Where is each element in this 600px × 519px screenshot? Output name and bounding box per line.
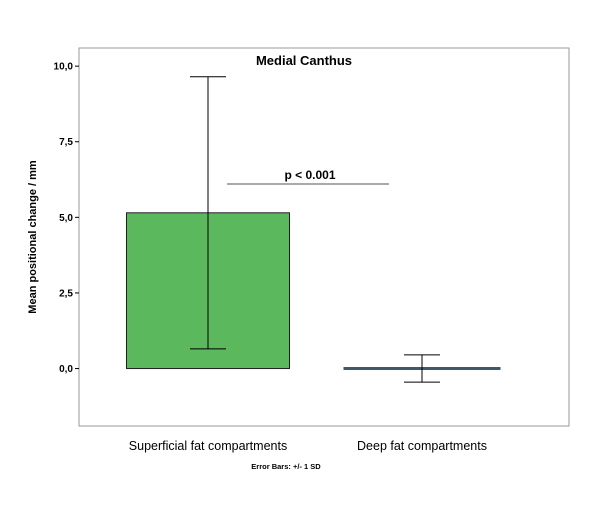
y-axis-label: Mean positional change / mm: [27, 160, 39, 314]
chart-title: Medial Canthus: [256, 53, 352, 68]
x-axis-labels: Superficial fat compartments Deep fat com…: [129, 439, 487, 453]
y-tick-label: 5,0: [59, 213, 73, 224]
plot-frame: [78, 47, 570, 427]
x-category-label: Deep fat compartments: [357, 439, 487, 453]
y-axis: 0,0 2,5 5,0 7,5 10,0: [54, 62, 79, 375]
y-tick-label: 10,0: [54, 62, 74, 73]
y-tick-label: 2,5: [59, 288, 73, 299]
significance-annotation: p < 0.001: [227, 168, 389, 185]
error-bars: [190, 76, 440, 383]
x-category-label: Superficial fat compartments: [129, 439, 287, 453]
bars: [126, 212, 501, 371]
y-tick-label: 7,5: [59, 137, 73, 148]
p-value-label: p < 0.001: [284, 168, 335, 182]
error-bar-note: Error Bars: +/- 1 SD: [251, 462, 321, 471]
y-tick-label: 0,0: [59, 364, 73, 375]
